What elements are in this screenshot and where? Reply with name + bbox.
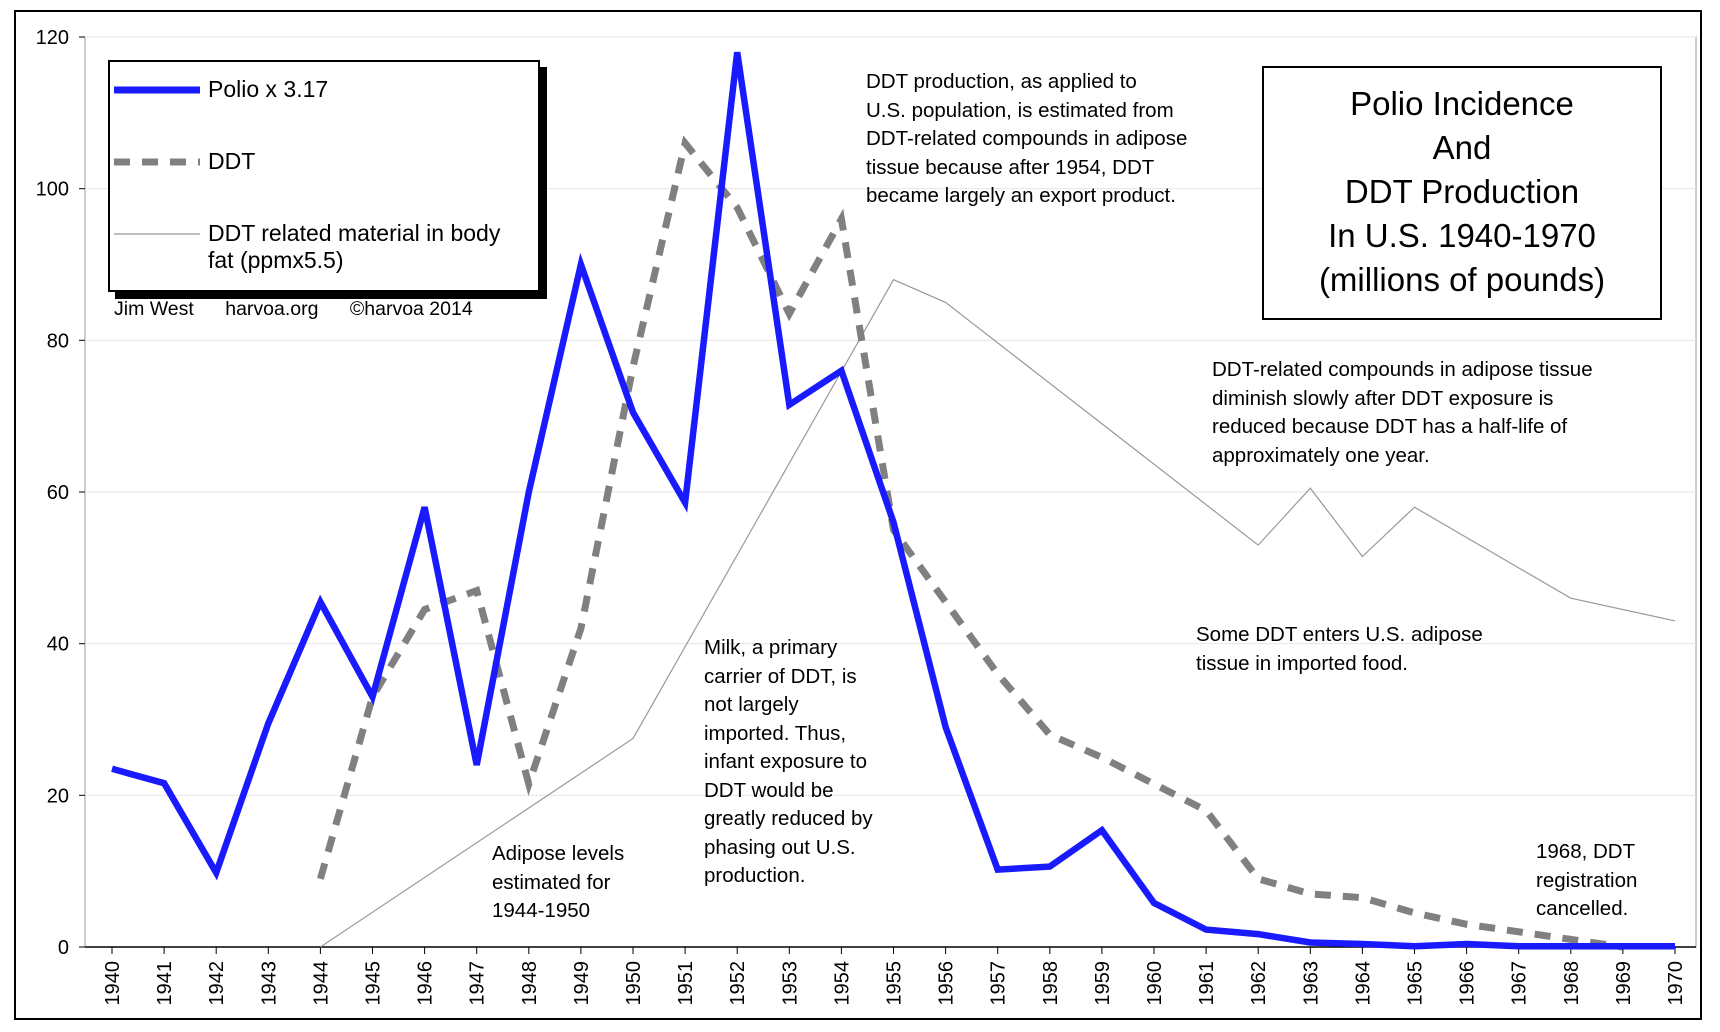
x-tick-label: 1965: [1405, 961, 1427, 1006]
x-tick-label: 1957: [988, 961, 1010, 1006]
y-tick-label: 80: [47, 330, 69, 352]
x-tick-label: 1941: [154, 961, 176, 1006]
x-tick-label: 1968: [1561, 961, 1583, 1006]
x-tick-label: 1951: [675, 961, 697, 1006]
y-tick-label: 0: [58, 937, 69, 959]
legend-label-bodyfat-line2: fat (ppmx5.5): [208, 247, 344, 273]
annotation-adipose-estimated: Adipose levels estimated for 1944-1950: [492, 842, 625, 922]
legend-swatch-polio: [114, 86, 200, 94]
legend-swatch-bodyfat: [114, 233, 200, 235]
x-tick-label: 1956: [936, 961, 958, 1006]
annotation-adipose-diminish: DDT-related compounds in adipose tissue …: [1212, 358, 1593, 467]
series-line-bodyfat: [320, 278, 1676, 948]
x-tick-label: 1946: [415, 961, 437, 1006]
chart-title-line-2: And: [1432, 129, 1492, 166]
series-line-ddt: [317, 135, 1624, 951]
annotation-imported-food: Some DDT enters U.S. adipose tissue in i…: [1196, 623, 1483, 675]
x-tick-label: 1963: [1300, 961, 1322, 1006]
x-tick-label: 1950: [623, 961, 645, 1006]
credit-author: Jim West: [114, 298, 194, 320]
chart-title-line-1: Polio Incidence: [1350, 85, 1574, 122]
x-tick-label: 1945: [363, 961, 385, 1006]
annotation-milk: Milk, a primary carrier of DDT, is not l…: [704, 636, 873, 887]
annotation-registration: 1968, DDT registration cancelled.: [1536, 840, 1638, 920]
series-line-polio: [111, 51, 1675, 950]
x-tick-label: 1948: [519, 961, 541, 1006]
credit-site: harvoa.org: [225, 298, 319, 320]
chart-title-line-4: In U.S. 1940-1970: [1328, 217, 1596, 254]
x-tick-label: 1967: [1509, 961, 1531, 1006]
legend: Polio x 3.17 DDT DDT related material in…: [108, 60, 540, 292]
x-tick-label: 1958: [1040, 961, 1062, 1006]
chart-title-box: Polio Incidence And DDT Production In U.…: [1262, 66, 1662, 320]
credit-line: Jim West harvoa.org ©harvoa 2014: [114, 298, 499, 321]
x-tick-label: 1969: [1613, 961, 1635, 1006]
x-tick-label: 1964: [1352, 961, 1374, 1006]
y-tick-label: 40: [47, 634, 69, 656]
credit-copyright: ©harvoa 2014: [349, 298, 473, 320]
x-tick-label: 1955: [884, 961, 906, 1006]
y-tick-label: 20: [47, 785, 69, 807]
chart-title-line-5: (millions of pounds): [1318, 261, 1606, 298]
x-tick-label: 1954: [831, 961, 853, 1006]
x-tick-label: 1960: [1144, 961, 1166, 1006]
x-tick-label: 1942: [206, 961, 228, 1006]
x-tick-label: 1940: [102, 961, 124, 1006]
legend-label-ddt: DDT: [208, 148, 256, 174]
annotation-ddt-production: DDT production, as applied to U.S. popul…: [866, 70, 1188, 207]
x-tick-label: 1952: [727, 961, 749, 1006]
x-tick-label: 1966: [1457, 961, 1479, 1006]
x-tick-label: 1970: [1665, 961, 1687, 1006]
legend-label-bodyfat-line1: DDT related material in body: [208, 220, 501, 246]
chart-title-line-3: DDT Production: [1344, 173, 1580, 210]
legend-label-polio: Polio x 3.17: [208, 76, 329, 102]
y-tick-label: 100: [36, 179, 69, 201]
x-tick-label: 1961: [1196, 961, 1218, 1006]
x-tick-label: 1962: [1248, 961, 1270, 1006]
x-tick-label: 1959: [1092, 961, 1114, 1006]
x-tick-label: 1943: [258, 961, 280, 1006]
legend-swatch-ddt: [114, 158, 200, 166]
y-tick-label: 60: [47, 482, 69, 504]
x-tick-label: 1947: [467, 961, 489, 1006]
y-tick-label: 120: [36, 27, 69, 49]
x-tick-label: 1944: [310, 961, 332, 1006]
x-tick-label: 1949: [571, 961, 593, 1006]
x-tick-label: 1953: [779, 961, 801, 1006]
